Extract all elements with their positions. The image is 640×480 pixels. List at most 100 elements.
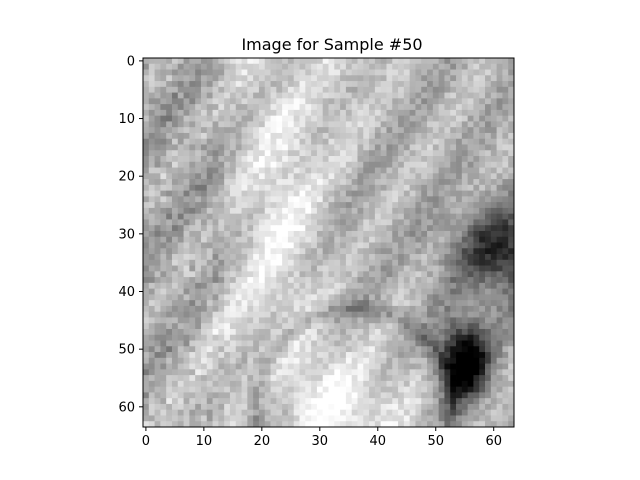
heatmap-cell xyxy=(183,196,190,203)
heatmap-cell xyxy=(432,225,440,232)
heatmap-cell xyxy=(253,150,260,157)
heatmap-cell xyxy=(200,179,208,186)
heatmap-cell xyxy=(508,75,515,82)
heatmap-cell xyxy=(229,375,237,382)
heatmap-cell xyxy=(311,288,318,295)
heatmap-cell xyxy=(166,219,173,226)
heatmap-cell xyxy=(432,179,440,186)
heatmap-cell xyxy=(247,115,254,122)
heatmap-cell xyxy=(183,127,190,134)
heatmap-cell xyxy=(206,63,213,70)
heatmap-cell xyxy=(502,282,509,290)
heatmap-cell xyxy=(432,69,440,76)
heatmap-cell xyxy=(363,156,370,163)
heatmap-cell xyxy=(189,144,196,151)
heatmap-cell xyxy=(427,138,434,145)
heatmap-cell xyxy=(363,115,370,122)
heatmap-cell xyxy=(160,409,167,416)
heatmap-cell xyxy=(195,259,202,266)
heatmap-cell xyxy=(409,190,416,197)
heatmap-cell xyxy=(258,386,266,393)
heatmap-cell xyxy=(247,104,254,111)
heatmap-cell xyxy=(398,219,405,226)
heatmap-cell xyxy=(160,230,167,238)
heatmap-cell xyxy=(270,167,277,174)
heatmap-cell xyxy=(380,282,387,290)
heatmap-cell xyxy=(195,282,202,290)
heatmap-cell xyxy=(479,340,486,347)
heatmap-cell xyxy=(322,334,329,341)
heatmap-cell xyxy=(212,415,219,422)
heatmap-cell xyxy=(461,230,469,238)
heatmap-cell xyxy=(177,386,184,393)
heatmap-cell xyxy=(490,75,498,82)
heatmap-cell xyxy=(345,150,353,157)
heatmap-cell xyxy=(171,58,179,65)
heatmap-cell xyxy=(322,386,329,393)
heatmap-cell xyxy=(403,173,411,180)
heatmap-cell xyxy=(282,207,289,215)
heatmap-cell xyxy=(444,115,451,122)
heatmap-cell xyxy=(473,415,480,422)
heatmap-cell xyxy=(287,150,295,157)
heatmap-cell xyxy=(177,213,184,220)
heatmap-cell xyxy=(316,334,324,341)
heatmap-cell xyxy=(171,132,179,140)
heatmap-cell xyxy=(235,213,242,220)
heatmap-cell xyxy=(195,230,202,238)
heatmap-cell xyxy=(293,121,300,128)
heatmap-cell xyxy=(264,104,271,111)
heatmap-cell xyxy=(287,271,295,278)
heatmap-cell xyxy=(200,63,208,70)
heatmap-cell xyxy=(345,69,353,76)
heatmap-cell xyxy=(479,380,486,388)
heatmap-cell xyxy=(456,386,463,393)
heatmap-cell xyxy=(369,196,376,203)
heatmap-cell xyxy=(351,173,358,180)
heatmap-cell xyxy=(421,265,428,272)
heatmap-cell xyxy=(305,328,312,336)
heatmap-cell xyxy=(386,363,393,370)
heatmap-cell xyxy=(502,398,509,405)
heatmap-cell xyxy=(450,92,457,99)
heatmap-cell xyxy=(380,219,387,226)
heatmap-cell xyxy=(200,161,208,168)
heatmap-cell xyxy=(403,242,411,249)
x-tick-label: 30 xyxy=(312,434,329,449)
heatmap-cell xyxy=(316,156,324,163)
heatmap-cell xyxy=(206,213,213,220)
heatmap-cell xyxy=(195,317,202,324)
heatmap-cell xyxy=(432,184,440,192)
heatmap-cell xyxy=(502,81,509,88)
heatmap-cell xyxy=(345,132,353,140)
heatmap-cell xyxy=(206,277,213,284)
heatmap-cell xyxy=(276,265,283,272)
heatmap-cell xyxy=(189,334,196,341)
heatmap-cell xyxy=(264,282,271,290)
heatmap-cell xyxy=(206,409,213,416)
heatmap-cell xyxy=(258,259,266,266)
heatmap-cell xyxy=(363,184,370,192)
heatmap-cell xyxy=(253,230,260,238)
heatmap-cell xyxy=(171,421,179,428)
heatmap-cell xyxy=(490,403,498,411)
heatmap-cell xyxy=(473,254,480,261)
heatmap-cell xyxy=(374,305,382,313)
heatmap-cell xyxy=(322,277,329,284)
heatmap-cell xyxy=(154,219,161,226)
heatmap-cell xyxy=(229,115,237,122)
heatmap-cell xyxy=(287,202,295,209)
heatmap-cell xyxy=(427,334,434,341)
heatmap-cell xyxy=(258,403,266,411)
heatmap-cell xyxy=(224,63,231,70)
heatmap-cell xyxy=(409,363,416,370)
heatmap-cell xyxy=(398,132,405,140)
heatmap-cell xyxy=(450,98,457,105)
heatmap-cell xyxy=(479,398,486,405)
x-tick-label: 20 xyxy=(254,434,271,449)
heatmap-cell xyxy=(444,196,451,203)
heatmap-cell xyxy=(467,409,474,416)
heatmap-cell xyxy=(293,288,300,295)
heatmap-cell xyxy=(340,380,347,388)
heatmap-cell xyxy=(206,294,213,301)
